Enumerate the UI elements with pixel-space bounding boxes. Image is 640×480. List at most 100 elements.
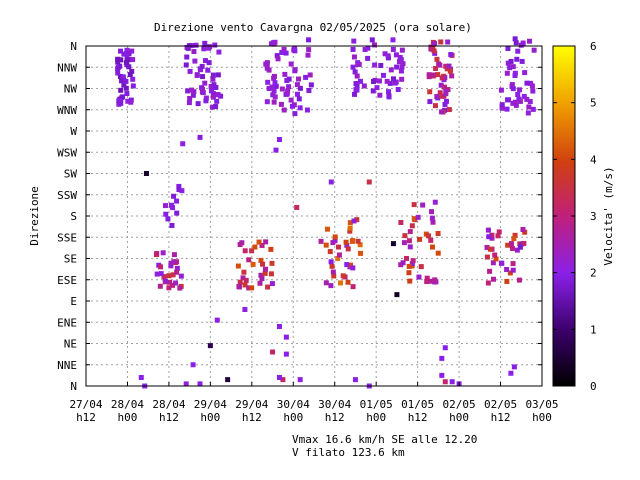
wind-point <box>365 45 371 51</box>
wind-point <box>178 273 184 279</box>
wind-point <box>127 72 133 78</box>
wind-point <box>484 254 490 260</box>
wind-point <box>435 230 441 236</box>
wind-point <box>271 88 277 94</box>
wind-point <box>286 84 292 90</box>
y-tick-label: SSE <box>57 231 77 244</box>
y-tick-label: SW <box>64 168 78 181</box>
wind-point <box>297 85 303 91</box>
colorbar-tick-label: 4 <box>590 153 597 166</box>
wind-point <box>210 91 216 97</box>
wind-point <box>271 75 277 81</box>
wind-point <box>288 97 294 103</box>
wind-point <box>517 244 523 250</box>
wind-point <box>407 278 413 284</box>
wind-point <box>407 244 413 250</box>
wind-point <box>243 277 249 283</box>
wind-point <box>218 93 224 99</box>
wind-point <box>417 236 423 242</box>
wind-point <box>202 58 208 64</box>
wind-point <box>303 74 309 80</box>
wind-point <box>176 187 182 193</box>
wind-point <box>213 84 219 90</box>
wind-point <box>354 73 360 79</box>
wind-point <box>513 40 519 46</box>
wind-point <box>203 98 209 104</box>
wind-point <box>441 93 447 99</box>
wind-point <box>399 64 405 70</box>
wind-point <box>270 349 276 355</box>
wind-point <box>292 111 298 117</box>
wind-point <box>446 107 452 113</box>
wind-point <box>297 377 303 383</box>
wind-point <box>512 99 518 105</box>
x-tick-hour: h00 <box>200 411 220 424</box>
wind-point <box>281 107 287 113</box>
x-tick-date: 28/04 <box>152 398 185 411</box>
wind-point <box>269 260 275 266</box>
wind-point <box>124 47 130 53</box>
wind-point <box>272 80 278 86</box>
wind-point <box>210 76 216 82</box>
wind-point <box>117 48 123 54</box>
wind-point <box>493 256 499 262</box>
wind-point <box>352 69 358 75</box>
wind-point <box>428 237 434 243</box>
wind-point <box>443 98 449 104</box>
wind-point <box>323 242 329 248</box>
wind-point <box>437 90 443 96</box>
wind-point <box>407 229 413 235</box>
wind-point <box>508 58 514 64</box>
wind-point <box>380 72 386 78</box>
wind-point <box>526 104 532 110</box>
wind-point <box>424 279 430 285</box>
wind-point <box>449 73 455 79</box>
wind-point <box>378 62 384 68</box>
wind-point <box>504 106 510 112</box>
wind-point <box>123 78 129 84</box>
wind-point <box>275 56 281 62</box>
wind-point <box>395 87 401 93</box>
wind-point <box>250 261 256 267</box>
wind-point <box>515 91 521 97</box>
wind-point <box>197 134 203 140</box>
wind-point <box>166 285 172 291</box>
wind-point <box>433 65 439 71</box>
colorbar-tick-label: 2 <box>590 267 597 280</box>
wind-point <box>393 52 399 58</box>
wind-point <box>273 83 279 89</box>
wind-point <box>162 278 168 284</box>
wind-point <box>215 72 221 78</box>
wind-point <box>415 214 421 220</box>
wind-point <box>210 72 216 78</box>
wind-point <box>192 58 198 64</box>
wind-point <box>495 233 501 239</box>
wind-point <box>348 262 354 268</box>
wind-point <box>490 260 496 266</box>
wind-point <box>439 355 445 361</box>
wind-point <box>200 74 206 80</box>
wind-point <box>370 88 376 94</box>
data-points <box>115 36 537 389</box>
wind-point <box>331 273 337 279</box>
wind-point <box>504 278 510 284</box>
wind-point <box>202 40 208 46</box>
wind-point <box>274 53 280 59</box>
wind-point <box>410 258 416 264</box>
wind-point <box>492 252 498 258</box>
y-tick-label: NW <box>64 83 78 96</box>
wind-point <box>382 51 388 57</box>
wind-point <box>128 99 134 105</box>
colorbar-tick-label: 1 <box>590 323 597 336</box>
wind-point <box>296 96 302 102</box>
wind-point <box>160 250 166 256</box>
wind-point <box>200 90 206 96</box>
x-tick-date: 03/05 <box>525 398 558 411</box>
wind-point <box>208 88 214 94</box>
wind-point <box>400 61 406 67</box>
wind-point <box>171 252 177 258</box>
y-tick-label: SSW <box>57 189 77 202</box>
wind-point <box>246 285 252 291</box>
wind-point <box>157 283 163 289</box>
wind-point <box>283 50 289 56</box>
